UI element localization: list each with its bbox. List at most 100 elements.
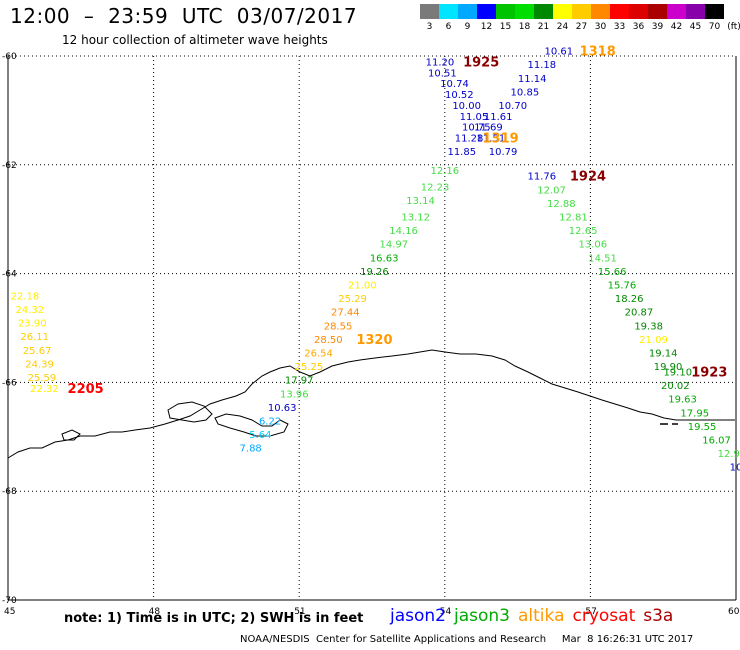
wave-height-value: 28.55 <box>324 321 353 332</box>
wave-height-value: 22.18 <box>11 291 40 302</box>
coastline-island-2 <box>61 429 81 441</box>
wave-height-value: 19.90 <box>654 362 683 373</box>
wave-height-value: 14.51 <box>588 253 617 264</box>
wave-height-value: 19.38 <box>634 321 663 332</box>
legend-jason2: jason2 <box>390 606 446 626</box>
wave-height-value: 19.10 <box>663 368 692 379</box>
wave-height-value: 10.70 <box>498 101 527 112</box>
wave-height-value: 11.51 <box>477 134 506 145</box>
wave-height-value: 15.66 <box>598 267 627 278</box>
wave-height-value: 11.69 <box>474 123 503 134</box>
wave-height-value: 13.06 <box>579 240 608 251</box>
legend-cryosat: cryosat <box>572 606 636 626</box>
scale-label: 18 <box>518 22 531 32</box>
pass-time-label: 1924 <box>570 170 606 185</box>
scale-label: 36 <box>632 22 645 32</box>
wave-height-value: 26.11 <box>20 332 49 343</box>
wave-height-value: 17.95 <box>680 408 709 419</box>
scale-label: 42 <box>670 22 683 32</box>
scale-label: 12 <box>480 22 493 32</box>
wave-height-value: 10 <box>730 463 740 474</box>
scale-label: 9 <box>464 22 471 32</box>
wave-height-value: 12.88 <box>547 199 576 210</box>
wave-height-value: 16.63 <box>370 253 399 264</box>
scale-label: 6 <box>445 22 452 32</box>
scale-label: 15 <box>499 22 512 32</box>
pass-time-label: 1320 <box>356 333 392 348</box>
wave-height-value: 7.88 <box>240 444 262 455</box>
wave-height-value: 19.55 <box>688 422 717 433</box>
scale-label: 45 <box>689 22 702 32</box>
x-tick-label: 51 <box>294 607 305 617</box>
wave-height-value: 21.00 <box>348 280 377 291</box>
scale-label: 27 <box>575 22 588 32</box>
pass-time-label: 2205 <box>68 382 104 397</box>
scale-unit: (ft) <box>727 22 740 32</box>
wave-height-value: 19.63 <box>668 395 697 406</box>
antarctic-coastline <box>7 349 735 459</box>
coastline-island-1 <box>214 413 289 437</box>
wave-height-value: 28.50 <box>314 335 343 346</box>
x-tick-label: 60 <box>728 607 740 617</box>
satellite-legend: jason2 jason3 altika cryosat s3a <box>390 606 681 626</box>
wave-height-value: 13.12 <box>401 212 430 223</box>
wave-height-value: 12.65 <box>569 226 598 237</box>
scale-label: 70 <box>708 22 721 32</box>
x-tick-label: 54 <box>440 607 452 617</box>
y-tick-label: -60 <box>2 52 17 62</box>
page-title: 12:00 – 23:59 UTC 03/07/2017 <box>10 4 358 28</box>
wave-height-value: 10.63 <box>268 403 297 414</box>
wave-height-value: 17.97 <box>285 376 314 387</box>
wave-height-value: 25.67 <box>23 346 52 357</box>
scale-label: 24 <box>556 22 569 32</box>
wave-height-value: 12.81 <box>559 212 588 223</box>
wave-height-value: 20.87 <box>625 308 654 319</box>
wave-height-value: 10.75 <box>462 123 491 134</box>
wave-height-value: 10.00 <box>452 101 481 112</box>
scale-label: 33 <box>613 22 626 32</box>
wave-height-value: 6.22 <box>259 416 281 427</box>
pass-time-label: 1923 <box>691 366 727 381</box>
pass-time-label: 1925 <box>463 55 499 70</box>
wave-height-value: 10.61 <box>545 47 574 58</box>
legend-s3a: s3a <box>643 606 674 626</box>
wave-height-value: 14.16 <box>389 226 418 237</box>
scale-label: 21 <box>537 22 550 32</box>
wave-height-value: 19.14 <box>649 348 678 359</box>
wave-height-value: 11.85 <box>447 147 476 158</box>
wave-height-value: 10.74 <box>440 79 469 90</box>
wave-height-value: 11.20 <box>426 57 455 68</box>
page-subtitle: 12 hour collection of altimeter wave hei… <box>62 33 328 47</box>
wave-height-value: 15.76 <box>608 280 637 291</box>
wave-height-value: 26.54 <box>304 348 333 359</box>
y-tick-label: -64 <box>2 270 17 280</box>
wave-height-value: 14.97 <box>380 240 409 251</box>
wave-height-value: 10.79 <box>489 147 518 158</box>
y-tick-label: -68 <box>2 487 17 497</box>
pass-time-label: 1319 <box>483 132 519 147</box>
y-tick-label: -70 <box>2 596 17 606</box>
coastline <box>7 349 735 459</box>
y-tick-label: -66 <box>2 378 17 388</box>
wave-height-value: 11.28 <box>455 134 484 145</box>
wave-height-value: 11.14 <box>518 74 547 85</box>
x-tick-label: 57 <box>585 607 596 617</box>
wave-height-value: 12.23 <box>421 183 450 194</box>
wave-height-value: 16.07 <box>702 436 731 447</box>
scale-label: 30 <box>594 22 607 32</box>
scale-label: 39 <box>651 22 664 32</box>
axis-ticks: 45 48 51 54 57 60 -60 -62 -64 -66 -68 -70 <box>2 52 740 617</box>
wave-height-observations: 11.2010.5110.7410.5210.0011.0510.7511.28… <box>11 47 740 474</box>
legend-altika: altika <box>518 606 565 626</box>
coastline-inlet <box>167 401 213 423</box>
wave-height-value: 12.9 <box>718 449 740 460</box>
pass-time-label: 1318 <box>580 45 616 60</box>
wave-height-value: 11.61 <box>484 112 513 123</box>
note-text: note: 1) Time is in UTC; 2) SWH is in fe… <box>64 611 364 626</box>
x-tick-label: 45 <box>4 607 15 617</box>
wave-height-value: 11.05 <box>460 112 489 123</box>
wave-height-value: 18.26 <box>615 294 644 305</box>
y-tick-label: -62 <box>2 161 17 171</box>
scale-label: 3 <box>426 22 433 32</box>
